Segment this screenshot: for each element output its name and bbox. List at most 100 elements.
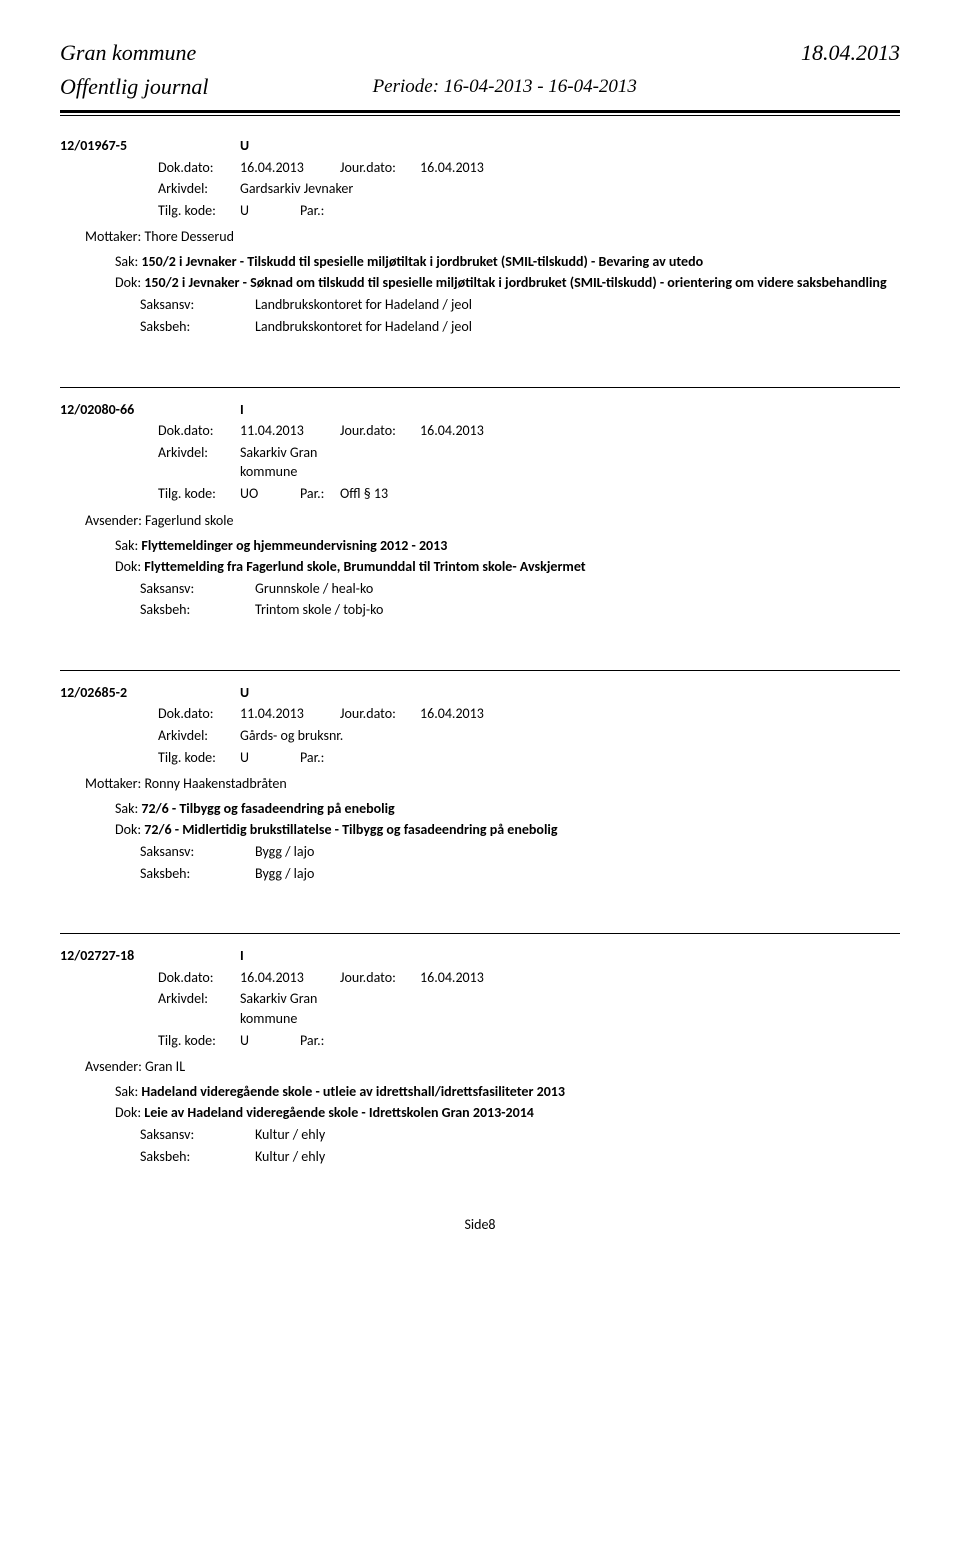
saksbeh-label: Saksbeh: [60,864,255,884]
entry-separator [60,670,900,671]
sak-value: 150/2 i Jevnaker - Tilskudd til spesiell… [141,253,703,270]
saksansv-value: Landbrukskontoret for Hadeland / jeol [255,295,472,315]
entry-separator [60,933,900,934]
journal-title: Offentlig journal [60,74,209,100]
arkivdel-value: Sakarkiv Gran kommune [240,989,360,1028]
tilg-kode-label: Tilg. kode: [60,484,240,504]
header-divider-thin [60,115,900,116]
dok-value: 150/2 i Jevnaker - Søknad om tilskudd ti… [144,274,886,291]
saksbeh-label: Saksbeh: [60,317,255,337]
case-id: 12/01967-5 [60,136,240,156]
journal-entry: 12/02727-18IDok.dato:16.04.2013Jour.dato… [60,933,900,1166]
tilg-kode-label: Tilg. kode: [60,201,240,221]
par-label: Par.: [300,484,340,504]
saksansv-value: Grunnskole / heal-ko [255,579,373,599]
dok-dato: 11.04.2013 [240,421,340,441]
dok-dato-label: Dok.dato: [60,421,240,441]
jour-dato-label: Jour.dato: [340,158,420,178]
page-header: Gran kommune Offentlig journal Periode: … [60,40,900,100]
period-text: Periode: 16-04-2013 - 16-04-2013 [209,76,802,98]
par-label: Par.: [300,1031,340,1051]
dok-dato-label: Dok.dato: [60,158,240,178]
dok-dato-label: Dok.dato: [60,968,240,988]
sak-label: Sak: [115,800,141,817]
journal-entry: 12/02685-2UDok.dato:11.04.2013Jour.dato:… [60,670,900,884]
par-label: Par.: [300,748,340,768]
dok-value: 72/6 - Midlertidig brukstillatelse - Til… [144,821,557,838]
jour-dato: 16.04.2013 [420,968,484,988]
saksbeh-value: Bygg / lajo [255,864,314,884]
dok-value: Leie av Hadeland videregående skole - Id… [144,1104,534,1121]
jour-dato: 16.04.2013 [420,421,484,441]
dok-dato: 16.04.2013 [240,968,340,988]
saksansv-label: Saksansv: [60,579,255,599]
case-id: 12/02080-66 [60,400,240,420]
saksansv-label: Saksansv: [60,1125,255,1145]
dok-dato: 16.04.2013 [240,158,340,178]
recipient-value: Thore Desserud [144,228,233,245]
recipient-value: Ronny Haakenstadbråten [144,775,286,792]
recipient-label: Mottaker: [85,228,144,245]
case-type: U [240,683,249,703]
saksbeh-value: Landbrukskontoret for Hadeland / jeol [255,317,472,337]
sak-value: 72/6 - Tilbygg og fasadeendring på enebo… [141,800,394,817]
page-number: Side8 [464,1216,495,1233]
arkivdel-label: Arkivdel: [60,443,240,482]
recipient-label: Avsender: [85,512,145,529]
recipient-label: Mottaker: [85,775,144,792]
case-id: 12/02685-2 [60,683,240,703]
arkivdel-label: Arkivdel: [60,726,240,746]
tilg-kode-label: Tilg. kode: [60,748,240,768]
journal-entry: 12/01967-5UDok.dato:16.04.2013Jour.dato:… [60,136,900,337]
saksbeh-value: Trintom skole / tobj-ko [255,600,383,620]
case-id: 12/02727-18 [60,946,240,966]
arkivdel-label: Arkivdel: [60,989,240,1028]
sak-label: Sak: [115,253,141,270]
header-left: Gran kommune Offentlig journal [60,40,209,100]
saksansv-value: Bygg / lajo [255,842,314,862]
saksansv-value: Kultur / ehly [255,1125,325,1145]
dok-label: Dok: [115,274,144,291]
dok-dato: 11.04.2013 [240,704,340,724]
dok-label: Dok: [115,558,144,575]
par-label: Par.: [300,201,340,221]
org-name: Gran kommune [60,40,209,66]
arkivdel-value: Sakarkiv Gran kommune [240,443,360,482]
header-center: Periode: 16-04-2013 - 16-04-2013 [209,40,802,98]
recipient-label: Avsender: [85,1058,145,1075]
saksansv-label: Saksansv: [60,295,255,315]
saksbeh-label: Saksbeh: [60,600,255,620]
arkivdel-value: Gårds- og bruksnr. [240,726,343,746]
header-date: 18.04.2013 [801,40,900,66]
arkivdel-label: Arkivdel: [60,179,240,199]
jour-dato-label: Jour.dato: [340,968,420,988]
saksbeh-label: Saksbeh: [60,1147,255,1167]
header-divider-thick [60,110,900,113]
par-value: Offl § 13 [340,484,388,504]
jour-dato: 16.04.2013 [420,158,484,178]
sak-value: Flyttemeldinger og hjemmeundervisning 20… [141,537,447,554]
dok-value: Flyttemelding fra Fagerlund skole, Brumu… [144,558,585,575]
journal-entry: 12/02080-66IDok.dato:11.04.2013Jour.dato… [60,387,900,620]
entry-separator [60,387,900,388]
case-type: I [240,946,244,966]
jour-dato-label: Jour.dato: [340,421,420,441]
arkivdel-value: Gardsarkiv Jevnaker [240,179,353,199]
dok-label: Dok: [115,821,144,838]
case-type: U [240,136,249,156]
entries-container: 12/01967-5UDok.dato:16.04.2013Jour.dato:… [60,136,900,1166]
tilg-kode-value: UO [240,484,300,504]
dok-dato-label: Dok.dato: [60,704,240,724]
tilg-kode-value: U [240,1031,300,1051]
sak-label: Sak: [115,537,141,554]
tilg-kode-value: U [240,748,300,768]
tilg-kode-label: Tilg. kode: [60,1031,240,1051]
dok-label: Dok: [115,1104,144,1121]
jour-dato-label: Jour.dato: [340,704,420,724]
saksansv-label: Saksansv: [60,842,255,862]
sak-label: Sak: [115,1083,141,1100]
page-footer: Side8 [60,1216,900,1233]
case-type: I [240,400,244,420]
tilg-kode-value: U [240,201,300,221]
saksbeh-value: Kultur / ehly [255,1147,325,1167]
